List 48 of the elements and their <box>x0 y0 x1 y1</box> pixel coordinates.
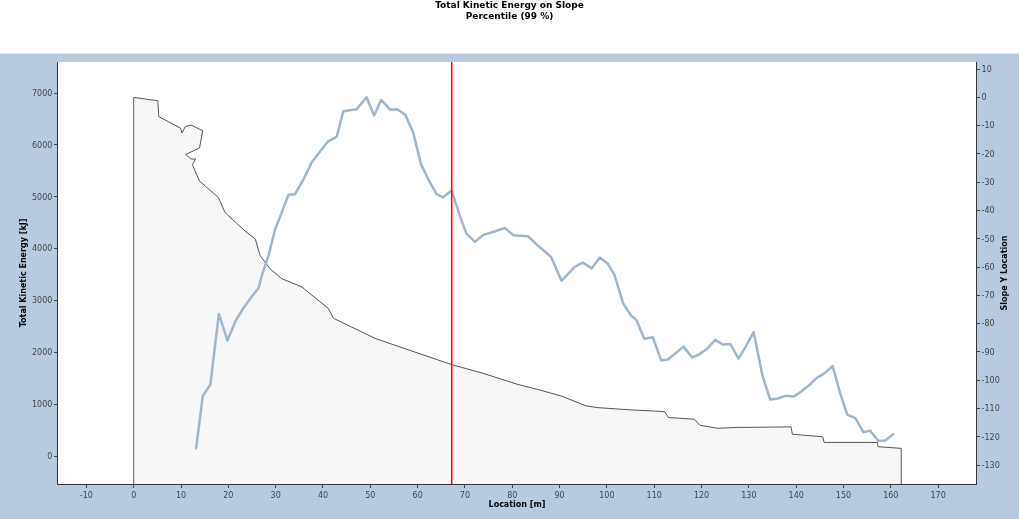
y-tick-label: 6000 <box>32 140 53 150</box>
x-tick-label: 70 <box>459 490 471 500</box>
y-tick-label: 2000 <box>32 348 53 358</box>
y2-axis-title: Slope Y Location <box>999 235 1009 311</box>
y2-tick-label: -30 <box>981 178 995 188</box>
chart-title: Total Kinetic Energy on Slope <box>435 0 584 10</box>
x-tick-label: 40 <box>317 490 329 500</box>
y2-tick-label: -70 <box>981 291 995 301</box>
x-tick-label: 10 <box>175 490 187 500</box>
x-tick-label: -10 <box>79 490 93 500</box>
x-tick-label: 90 <box>554 490 565 500</box>
y-tick-label: 1000 <box>32 399 53 409</box>
x-tick-label: 20 <box>223 490 234 500</box>
y-tick-label: 5000 <box>32 192 53 202</box>
x-tick-label: 120 <box>693 490 710 500</box>
y-axis-title: Total Kinetic Energy [kJ] <box>18 218 28 328</box>
x-tick-label: 100 <box>599 490 615 500</box>
y2-tick-label: -90 <box>981 347 995 357</box>
x-tick-label: 30 <box>270 490 281 500</box>
line-series <box>194 96 895 450</box>
x-tick-label: 60 <box>412 490 423 500</box>
y2-tick-label: -100 <box>981 376 1000 385</box>
y2-tick-label: -60 <box>981 262 995 272</box>
x-tick-label: 160 <box>883 490 899 500</box>
y2-tick-label: -110 <box>981 404 1000 414</box>
y2-tick-label: -130 <box>981 460 1000 470</box>
x-tick-label: 80 <box>507 490 518 500</box>
y2-tick-label: -80 <box>981 319 995 329</box>
y-tick-label: 7000 <box>32 88 53 98</box>
x-tick-label: 110 <box>646 490 662 500</box>
x-tick-label: 150 <box>835 490 852 500</box>
y-tick-label: 0 <box>47 451 53 461</box>
x-tick-label: 130 <box>741 490 757 500</box>
y2-tick-label: -20 <box>981 149 995 159</box>
y2-tick-label: 0 <box>981 93 987 103</box>
x-tick-label: 50 <box>365 490 376 500</box>
y-tick-label: 3000 <box>32 296 53 306</box>
x-tick-label: 140 <box>788 490 804 500</box>
y2-tick-label: -40 <box>981 206 995 216</box>
x-tick-label: 0 <box>131 490 137 500</box>
y2-tick-label: 10 <box>981 64 992 74</box>
y2-tick-label: -50 <box>981 234 995 244</box>
y2-tick-label: -120 <box>981 432 1000 442</box>
chart-subtitle: Percentile (99 %) <box>465 11 554 22</box>
x-axis-title: Location [m] <box>488 499 546 509</box>
x-tick-label: 170 <box>930 490 946 500</box>
y2-tick-label: -10 <box>981 121 995 131</box>
y-tick-label: 4000 <box>32 244 53 254</box>
